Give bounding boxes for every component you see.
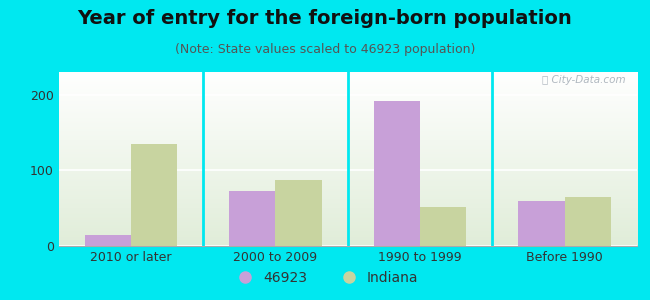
- Legend: 46923, Indiana: 46923, Indiana: [226, 265, 424, 290]
- Text: (Note: State values scaled to 46923 population): (Note: State values scaled to 46923 popu…: [175, 44, 475, 56]
- Bar: [565, 197, 611, 246]
- Bar: [374, 101, 420, 246]
- Text: Ⓜ City-Data.com: Ⓜ City-Data.com: [542, 76, 625, 85]
- Bar: [131, 144, 177, 246]
- Text: Year of entry for the foreign-born population: Year of entry for the foreign-born popul…: [77, 9, 573, 28]
- Bar: [84, 235, 131, 246]
- Bar: [420, 207, 466, 246]
- Bar: [276, 180, 322, 246]
- Bar: [519, 201, 565, 246]
- Bar: [229, 191, 276, 246]
